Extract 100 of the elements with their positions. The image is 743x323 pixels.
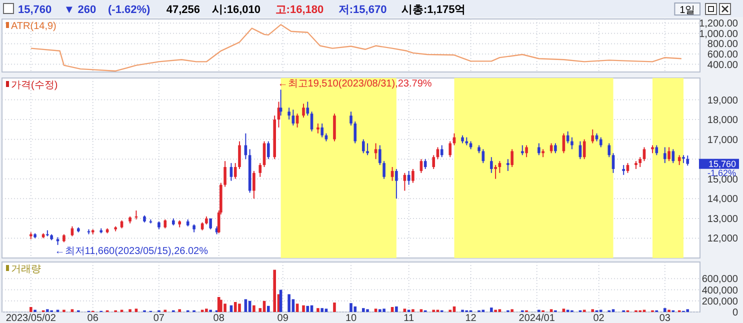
bar — [350, 303, 352, 312]
bar — [234, 302, 237, 312]
bar — [320, 308, 324, 312]
y-tick-label: 1,000.00 — [699, 28, 738, 40]
bar — [412, 309, 414, 312]
candlestick — [452, 132, 456, 146]
candlestick — [482, 148, 485, 164]
candlestick — [252, 170, 256, 200]
bar — [612, 309, 615, 312]
y-tick-label: 400.00 — [707, 60, 738, 71]
text: 시:16,010 — [212, 4, 261, 16]
candlestick — [234, 162, 237, 180]
candlestick — [279, 89, 282, 116]
bar — [382, 308, 386, 312]
bar — [296, 304, 299, 312]
bar — [46, 309, 49, 312]
candlestick — [292, 109, 295, 126]
bar — [224, 304, 226, 312]
bar — [238, 304, 241, 312]
bar — [178, 309, 181, 312]
bar — [316, 308, 320, 312]
candlestick — [686, 155, 690, 166]
text: 15,760 — [18, 4, 52, 16]
candlestick — [230, 162, 233, 182]
bar — [30, 307, 32, 312]
candlestick — [678, 154, 681, 166]
y-tick-label: 200,000 — [702, 296, 738, 308]
candlestick — [626, 162, 630, 174]
candlestick — [412, 168, 414, 184]
chart-title: ATR(14,9) — [11, 21, 56, 32]
chart-title: 가격(수정) — [11, 80, 58, 91]
candlestick — [436, 146, 440, 160]
bar — [220, 300, 222, 312]
candlestick — [224, 160, 226, 188]
bar — [362, 308, 365, 312]
candlestick — [506, 158, 510, 172]
x-tick-label: 12 — [465, 313, 477, 323]
bar — [354, 306, 357, 312]
y-tick-label: 17,000 — [707, 134, 738, 146]
x-tick-label: 08 — [213, 313, 225, 323]
candlestick — [510, 148, 514, 168]
bar — [374, 308, 378, 312]
text: 저:15,670 — [338, 4, 387, 16]
candlestick — [448, 140, 452, 158]
candlestick — [608, 142, 611, 158]
x-tick-label: 03 — [659, 313, 671, 323]
candlestick — [374, 142, 378, 160]
candlestick — [599, 136, 602, 148]
y-tick-label: 600.00 — [707, 49, 738, 60]
x-tick-label: 10 — [345, 313, 357, 323]
y-tick-label: 12,000 — [707, 234, 738, 245]
candlestick — [538, 142, 540, 156]
candlestick — [582, 138, 586, 160]
candlestick — [612, 152, 615, 174]
candlestick — [403, 172, 406, 192]
bar — [205, 308, 208, 312]
candlestick — [622, 164, 625, 176]
candlestick — [566, 130, 570, 144]
text: 1일 — [680, 5, 696, 16]
candlestick — [350, 111, 352, 126]
text: 시총:1,175억 — [402, 4, 466, 16]
candlestick — [490, 156, 493, 174]
bar — [562, 308, 566, 312]
candlestick — [424, 158, 427, 170]
bar — [288, 294, 290, 312]
candlestick — [258, 162, 262, 178]
bar — [686, 309, 690, 312]
chart-title: 거래량 — [11, 264, 41, 275]
x-tick-label: 07 — [153, 313, 165, 323]
candlestick — [302, 103, 305, 118]
candlestick — [390, 166, 394, 182]
bar — [378, 309, 382, 312]
candlestick — [498, 160, 502, 174]
bar — [306, 306, 310, 312]
text: 고:16,180 — [275, 4, 324, 16]
candlestick — [440, 144, 444, 158]
y-tick-label: 600,000 — [702, 274, 738, 286]
y-tick-label: 18,000 — [707, 115, 738, 126]
bar — [366, 309, 369, 312]
bar — [333, 302, 336, 312]
y-tick-label: 0 — [732, 308, 738, 318]
bar — [302, 305, 305, 312]
annotation: ←최저11,660(2023/05/15),26.02% — [54, 246, 208, 257]
x-tick-label: 11 — [404, 313, 414, 323]
candlestick — [638, 156, 642, 168]
candlestick — [354, 121, 357, 144]
candlestick — [570, 136, 574, 150]
bar — [490, 308, 493, 312]
bar — [591, 309, 594, 312]
bar — [420, 309, 423, 312]
candlestick — [288, 107, 290, 120]
candlestick — [663, 146, 666, 164]
y-tick-label: 19,000 — [707, 95, 738, 106]
candlestick — [668, 146, 670, 162]
candlestick — [432, 154, 436, 170]
y-tick-label: 13,000 — [707, 214, 738, 225]
candlestick — [672, 148, 675, 164]
text: 47,256 — [166, 4, 200, 16]
candlestick — [316, 122, 320, 134]
candlestick — [366, 142, 369, 156]
